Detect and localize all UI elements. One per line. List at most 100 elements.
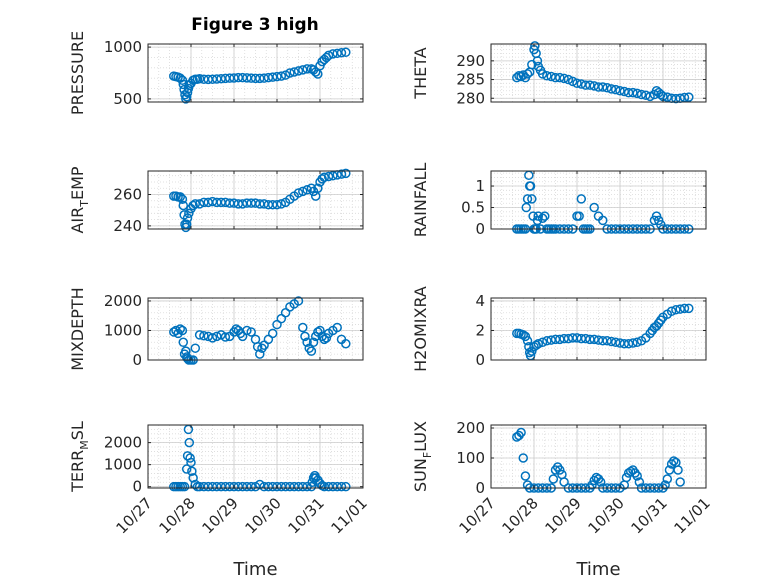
data-point: [184, 208, 194, 219]
data-point: [574, 211, 584, 221]
data-point: [615, 86, 625, 96]
data-point: [207, 333, 218, 343]
data-point: [660, 480, 670, 490]
data-point: [521, 202, 532, 213]
y-tick-label: 0: [475, 479, 485, 497]
data-point: [276, 199, 287, 209]
data-point: [634, 477, 645, 487]
subplot-mixdepth: 0 1000 2000 MIXDEPTH: [68, 287, 364, 371]
data-point: [313, 69, 323, 79]
data-point: [563, 74, 574, 85]
y-axis-label: TERRMSL: [68, 421, 91, 493]
data-point: [272, 71, 282, 82]
data-point: [632, 88, 642, 99]
data-point: [567, 76, 578, 87]
data-point: [679, 303, 690, 314]
data-point: [532, 56, 543, 66]
series-points: [169, 296, 351, 365]
data-point: [308, 337, 319, 348]
y-axis-label: THETA: [411, 47, 430, 99]
data-point: [537, 213, 548, 224]
data-point: [632, 471, 642, 481]
data-point: [187, 466, 197, 477]
axes-box: [147, 170, 364, 230]
data-point: [636, 89, 647, 100]
y-tick-label: 200: [456, 419, 485, 437]
subplot-rainfall: 0 0.5 1 RAINFALL: [411, 163, 707, 238]
data-point: [628, 338, 638, 348]
data-point: [341, 47, 351, 58]
y-tick-label: 500: [113, 90, 142, 108]
data-point: [589, 202, 599, 213]
data-point: [533, 339, 544, 349]
data-point: [602, 336, 612, 346]
data-point: [341, 481, 351, 492]
data-point: [188, 473, 198, 483]
data-point: [302, 64, 312, 74]
y-axis-label: RAINFALL: [411, 163, 430, 238]
data-point: [255, 349, 265, 359]
data-point: [684, 303, 694, 314]
y-tick-label: 260: [113, 186, 142, 204]
data-point: [184, 437, 195, 448]
data-point: [662, 92, 673, 102]
y-tick-label: 240: [113, 217, 142, 235]
data-point: [186, 457, 196, 468]
axes-box: [147, 424, 364, 489]
data-point: [313, 183, 323, 193]
data-point: [321, 333, 332, 343]
data-point: [628, 87, 638, 98]
y-tick-label: 285: [456, 71, 485, 89]
data-point: [328, 170, 338, 181]
data-point: [576, 194, 587, 204]
data-point: [522, 336, 533, 346]
axes-box: [147, 43, 364, 103]
y-axis-label: SUNFLUX: [411, 421, 434, 492]
figure-title: Figure 3 high: [191, 15, 319, 35]
data-point: [610, 84, 621, 95]
y-axis-label: MIXDEPTH: [68, 287, 87, 370]
data-point: [669, 456, 679, 466]
data-point: [336, 169, 347, 179]
data-point: [175, 192, 185, 202]
data-point: [188, 200, 198, 211]
data-point: [302, 337, 312, 348]
data-point: [178, 337, 189, 348]
data-point: [610, 337, 621, 348]
series-points: [512, 303, 694, 361]
x-tick-label: 10/27: [113, 494, 156, 537]
data-point: [319, 172, 330, 183]
data-point: [336, 481, 347, 492]
data-point: [587, 480, 597, 490]
data-point: [598, 215, 608, 226]
subplot-air_temp: 240 260 AIRTEMP: [68, 166, 364, 235]
data-point: [177, 75, 188, 85]
x-tick-label: 11/01: [671, 494, 714, 537]
series-points: [169, 47, 351, 104]
data-point: [194, 199, 205, 209]
data-point: [671, 305, 681, 315]
data-point: [315, 325, 325, 336]
y-tick-label: 4: [475, 292, 485, 310]
axes-box: [147, 297, 364, 361]
data-point: [632, 337, 642, 348]
y-tick-label: 2: [475, 321, 485, 339]
data-point: [606, 336, 617, 347]
data-point: [684, 92, 694, 102]
data-point: [185, 453, 195, 463]
data-point: [522, 69, 533, 79]
series-points: [169, 168, 351, 233]
data-point: [298, 322, 308, 333]
data-point: [595, 477, 606, 487]
data-point: [317, 174, 327, 184]
data-point: [267, 328, 278, 339]
series-points: [169, 424, 351, 492]
data-point: [289, 67, 299, 77]
data-point: [585, 80, 595, 90]
data-point: [242, 325, 252, 336]
data-point: [293, 296, 304, 306]
data-point: [522, 194, 533, 204]
subplot-sun_flux: 10/27 10/28 10/29 10/30 10/31 11/01 0 100 200 SUN…: [411, 419, 714, 580]
data-point: [246, 481, 256, 492]
data-point: [527, 194, 537, 204]
